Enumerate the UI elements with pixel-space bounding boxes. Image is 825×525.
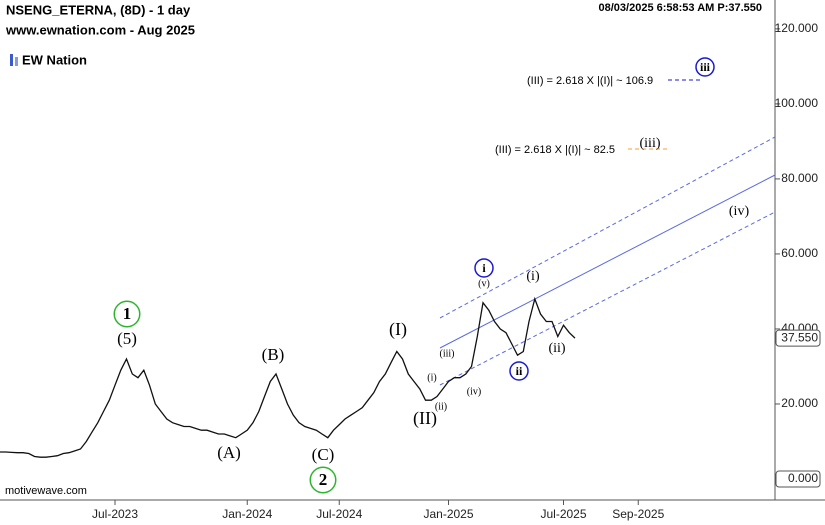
logo-text: EW Nation [22, 52, 87, 67]
fib-label: (III) = 2.618 X |(I)| ~ 106.9 [527, 75, 653, 87]
wave-circle [309, 466, 337, 494]
last-price-box [775, 329, 821, 347]
wave-label: i [482, 261, 486, 275]
y-tick-label: 20.000 [781, 396, 818, 410]
last-price-label: 37.550 [781, 330, 818, 344]
y-tick-label: 80.000 [781, 171, 818, 185]
wave-circle [474, 258, 494, 278]
logo-mark [10, 54, 13, 66]
price-line [0, 296, 576, 458]
x-tick-label: Sep-2025 [612, 507, 664, 521]
wave-label: iii [700, 60, 711, 74]
x-tick-label: Jul-2025 [540, 507, 586, 521]
wave-label: (5) [117, 329, 137, 348]
footer: motivewave.com [5, 485, 87, 497]
y-tick-label: 0.000 [788, 471, 818, 485]
wave-label: (v) [478, 278, 490, 289]
wave-label: (i) [427, 372, 436, 383]
x-tick-label: Jan-2025 [423, 507, 473, 521]
fib-label: (III) = 2.618 X |(I)| ~ 82.5 [495, 144, 615, 156]
wave-label: (B) [262, 345, 285, 364]
wave-label: (iii) [440, 348, 455, 359]
wave-label: (A) [217, 443, 241, 462]
channel-line [439, 174, 776, 349]
y-tick-box [775, 470, 821, 488]
x-tick-label: Jan-2024 [222, 507, 272, 521]
wave-label: (ii) [435, 401, 447, 412]
wave-label: 2 [319, 470, 328, 489]
wave-label: (i) [526, 269, 540, 284]
wave-label: (I) [389, 319, 407, 340]
wave-label: 1 [123, 304, 132, 323]
y-tick-label: 60.000 [781, 246, 818, 260]
wave-label: (II) [413, 408, 437, 429]
logo: EW Nation [10, 52, 87, 67]
logo-mark [15, 57, 18, 66]
wave-label: (iii) [640, 136, 661, 151]
wave-circle [695, 57, 715, 77]
wave-label: (ii) [548, 341, 565, 356]
wave-circle [509, 361, 529, 381]
wave-label: ii [516, 364, 523, 378]
wave-label: (iv) [467, 386, 481, 397]
x-tick-label: Jul-2024 [316, 507, 362, 521]
x-tick-label: Jul-2023 [92, 507, 138, 521]
wave-label: (iv) [729, 204, 750, 219]
y-tick-label: 100.000 [775, 96, 819, 110]
y-tick-label: 120.000 [775, 21, 819, 35]
subtitle: www.ewnation.com - Aug 2025 [5, 22, 195, 37]
timestamp: 08/03/2025 6:58:53 AM P:37.550 [599, 2, 762, 14]
chart-title: NSENG_ETERNA, (8D) - 1 day [6, 2, 191, 17]
wave-label: (C) [312, 445, 335, 464]
channel-upper [439, 136, 776, 319]
wave-circle [113, 300, 141, 328]
